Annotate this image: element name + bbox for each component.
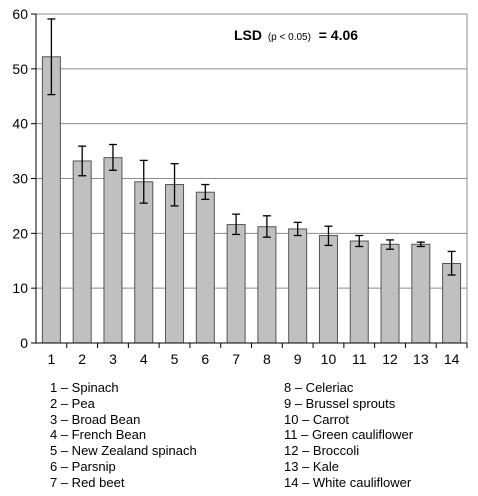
bar bbox=[72, 160, 92, 344]
x-tick-label: 7 bbox=[232, 351, 240, 367]
x-tick-label: 13 bbox=[413, 351, 429, 367]
bar bbox=[41, 56, 61, 344]
legend-item: 13 – Kale bbox=[284, 458, 339, 474]
bar bbox=[318, 235, 338, 344]
y-tick-label: 20 bbox=[12, 225, 28, 241]
y-tick-labels: 0 10 20 30 40 50 60 bbox=[12, 6, 28, 351]
x-tick-label: 9 bbox=[294, 351, 302, 367]
x-tick-label: 14 bbox=[444, 351, 460, 367]
lsd-annotation: LSD (p < 0.05) = 4.06 bbox=[234, 27, 358, 43]
bar bbox=[288, 228, 308, 344]
legend-item: 3 – Broad Bean bbox=[50, 411, 141, 427]
x-tick-label: 10 bbox=[321, 351, 337, 367]
bar bbox=[380, 243, 400, 344]
legend-item: 8 – Celeriac bbox=[284, 380, 354, 395]
bar bbox=[411, 243, 431, 344]
x-tick-labels: 1 2 3 4 5 6 7 8 9 10 11 12 13 14 bbox=[47, 351, 459, 367]
legend-item: 12 – Broccoli bbox=[284, 443, 360, 459]
legend-item: 9 – Brussel sprouts bbox=[284, 395, 396, 411]
lsd-prefix: LSD bbox=[234, 27, 262, 43]
x-tick-label: 4 bbox=[140, 351, 148, 367]
bar bbox=[134, 181, 154, 344]
legend-item: 6 – Parsnip bbox=[50, 458, 116, 474]
x-tick-label: 11 bbox=[352, 351, 367, 367]
x-tick-label: 1 bbox=[47, 351, 55, 367]
x-tick-label: 6 bbox=[201, 351, 209, 367]
x-tick-label: 8 bbox=[263, 351, 271, 367]
legend-item: 2 – Pea bbox=[50, 395, 95, 411]
x-tick-label: 12 bbox=[382, 351, 398, 367]
y-tick-label: 0 bbox=[20, 335, 28, 351]
bars bbox=[41, 56, 462, 344]
legend-item: 4 – French Bean bbox=[50, 427, 147, 443]
legend-item: 14 – White cauliflower bbox=[284, 474, 412, 490]
gridlines bbox=[36, 13, 467, 289]
bar bbox=[349, 240, 369, 344]
lsd-subscript: (p < 0.05) bbox=[268, 32, 311, 43]
error-bars bbox=[47, 18, 456, 276]
y-tick-label: 30 bbox=[12, 171, 28, 187]
y-tick-label: 40 bbox=[12, 116, 28, 132]
legend-item: 11 – Green cauliflower bbox=[284, 427, 414, 443]
bar bbox=[165, 184, 185, 344]
y-tick-label: 10 bbox=[12, 280, 28, 296]
bar bbox=[103, 157, 123, 344]
x-tick-label: 3 bbox=[109, 351, 117, 367]
legend-right: 8 – Celeriac 9 – Brussel sprouts 10 – Ca… bbox=[284, 380, 413, 491]
axes bbox=[31, 13, 468, 348]
lsd-suffix: = 4.06 bbox=[315, 27, 358, 43]
bar bbox=[257, 226, 277, 344]
bar bbox=[195, 191, 215, 344]
x-tick-label: 2 bbox=[78, 351, 86, 367]
x-tick-label: 5 bbox=[171, 351, 179, 367]
legend-item: 7 – Red beet bbox=[50, 474, 125, 490]
bar bbox=[226, 224, 246, 344]
y-tick-label: 60 bbox=[12, 6, 28, 22]
legend-item: 10 – Carrot bbox=[284, 411, 350, 427]
y-tick-label: 50 bbox=[12, 61, 28, 77]
legend-item: 5 – New Zealand spinach bbox=[50, 443, 197, 459]
legend-left: 1 – Spinach 2 – Pea 3 – Broad Bean 4 – F… bbox=[50, 380, 197, 491]
legend-item: 1 – Spinach bbox=[50, 380, 119, 395]
